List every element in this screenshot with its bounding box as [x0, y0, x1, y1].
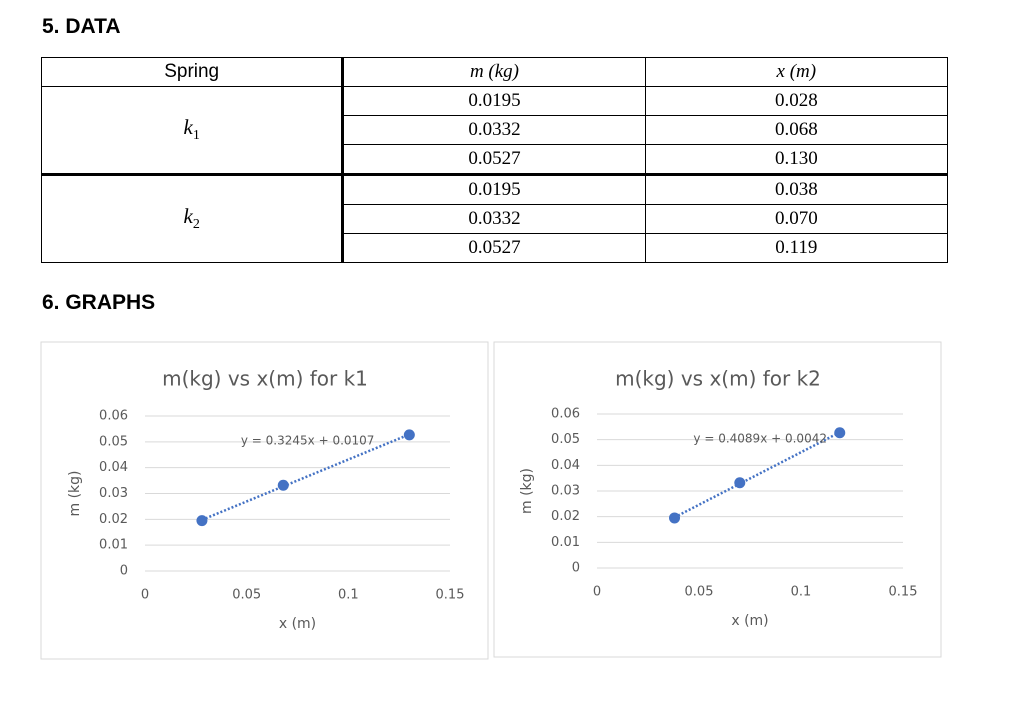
header-cell: Spring [40, 57, 345, 87]
point [834, 427, 846, 439]
spring-label: k2 [183, 204, 200, 233]
x-tick-label: 0.05 [232, 588, 261, 603]
spring-cell: k2 [40, 173, 345, 263]
spring-label: k1 [183, 115, 200, 144]
header-cell: x (m) [644, 57, 949, 87]
y-tick-label: 0.01 [99, 538, 128, 553]
spring-subscript: 1 [192, 128, 200, 144]
y-tick-label: 0.06 [99, 409, 128, 424]
y-tick-label: 0.02 [99, 512, 128, 527]
y-axis-label: m (kg) [519, 468, 535, 514]
y-tick-label: 0.05 [551, 432, 580, 447]
data-row: 0.0332 0.070 [42, 204, 949, 234]
y-tick-label: 0.04 [551, 458, 580, 473]
value-cell: 0.119 [644, 233, 949, 263]
header-row: Spring m (kg) x (m) [40, 57, 949, 87]
y-tick-label: 0.03 [99, 486, 128, 501]
y-axis-label: m (kg) [67, 470, 83, 516]
point [277, 479, 289, 491]
trendline-equation: y = 0.4089x + 0.0042 [693, 432, 827, 446]
data-row: k2 0.0195 0.038 [40, 173, 949, 263]
point [669, 512, 681, 524]
y-tick-label: 0.03 [551, 484, 580, 499]
value-cell: 0.0332 [342, 204, 646, 234]
x-tick-label: 0.15 [436, 588, 465, 603]
y-tick-label: 0.06 [551, 407, 580, 422]
value-cell: 0.068 [644, 115, 949, 145]
chart-frame [40, 341, 489, 660]
value-cell: 0.0195 [342, 173, 646, 205]
spring-cell: k1 [40, 86, 345, 175]
trendline [673, 431, 841, 519]
point [403, 429, 415, 441]
y-tick-label: 0.02 [551, 509, 580, 524]
data-row: 0.0527 0.119 [42, 233, 949, 263]
x-axis-label: x (m) [731, 613, 768, 629]
trendline [201, 433, 410, 522]
x-tick-label: 0.1 [338, 588, 359, 603]
x-axis-label: x (m) [279, 616, 316, 632]
point [196, 515, 208, 527]
value-cell: 0.130 [644, 144, 949, 175]
x-tick-label: 0.1 [791, 585, 812, 600]
x-tick-label: 0 [593, 585, 601, 600]
y-tick-label: 0.05 [99, 434, 128, 449]
value-cell: 0.070 [644, 204, 949, 234]
point [734, 477, 746, 489]
value-cell: 0.0527 [342, 233, 646, 263]
section-heading: 5. DATA [42, 15, 121, 38]
value-cell: 0.028 [644, 86, 949, 116]
trendline-equation: y = 0.3245x + 0.0107 [241, 434, 375, 448]
spring-subscript: 2 [192, 217, 200, 233]
y-tick-label: 0 [120, 564, 128, 579]
y-tick-label: 0.04 [99, 460, 128, 475]
section-heading: 6. GRAPHS [42, 291, 156, 314]
x-tick-label: 0 [141, 588, 149, 603]
value-cell: 0.0195 [342, 86, 646, 116]
data-row: k1 0.0195 0.028 [40, 86, 949, 175]
chart-title: m(kg) vs x(m) for k2 [615, 367, 821, 391]
x-tick-label: 0.05 [685, 585, 714, 600]
x-tick-label: 0.15 [889, 585, 918, 600]
header-cell: m (kg) [342, 57, 646, 87]
chart-title: m(kg) vs x(m) for k1 [162, 367, 368, 391]
y-tick-label: 0.01 [551, 535, 580, 550]
data-table: Spring m (kg) x (m) k1 0.0195 0.028 0.0332 0.06… [40, 57, 949, 263]
value-cell: 0.0332 [342, 115, 646, 145]
data-row: 0.0332 0.068 [42, 115, 949, 145]
y-tick-label: 0 [572, 561, 580, 576]
chart-frame [493, 341, 942, 658]
